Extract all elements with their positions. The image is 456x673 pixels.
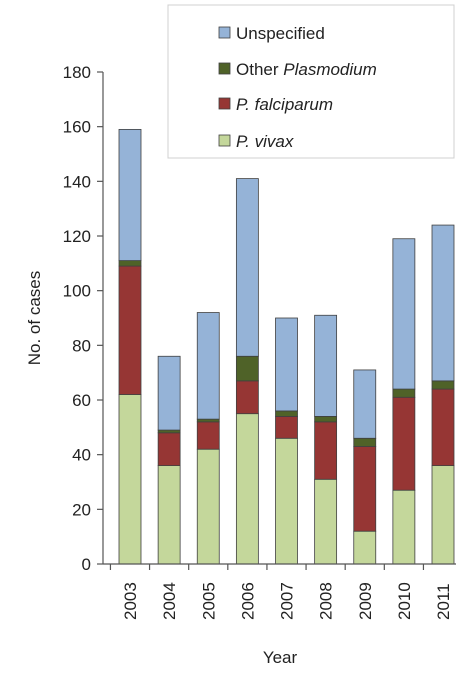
bar-segment	[431, 465, 455, 565]
y-ticks-group: 0 20 40 60 80 100 120 140 160 180	[63, 63, 103, 574]
bar-segment	[275, 410, 298, 417]
bar-segment	[353, 437, 377, 447]
x-tick-label: 2011	[434, 583, 453, 620]
bar-segment	[353, 446, 377, 532]
legend-label: P. falciparum	[236, 95, 333, 114]
legend-swatch	[218, 134, 231, 147]
axes-group	[102, 72, 456, 565]
bar-segment	[431, 224, 455, 382]
bar-segment	[275, 317, 298, 412]
y-tick-label: 160	[63, 118, 91, 137]
bar-segment	[431, 380, 455, 390]
bar-segment	[157, 429, 181, 434]
bar-segment	[314, 415, 338, 423]
bar-segment	[235, 413, 259, 565]
y-tick-label: 40	[72, 446, 91, 465]
bar-segment	[157, 355, 181, 431]
bar-segment	[392, 388, 416, 398]
y-axis-label: No. of cases	[25, 271, 44, 366]
x-axis-label: Year	[263, 648, 298, 667]
legend: Unspecified Other Plasmodium P. falciparum…	[167, 4, 455, 159]
bar-segment	[196, 418, 220, 423]
bar-segment	[353, 369, 377, 439]
legend-swatch	[218, 26, 231, 39]
bar-segment	[392, 489, 416, 565]
bar-segment	[157, 432, 181, 466]
bar-segment	[314, 314, 338, 417]
bar-segment	[235, 178, 259, 357]
x-tick-label: 2008	[317, 582, 336, 620]
x-tick-label: 2004	[160, 582, 179, 620]
bar-segment	[118, 265, 142, 395]
bar-segment	[275, 415, 298, 439]
bar-segment	[235, 355, 259, 382]
legend-swatch	[218, 97, 231, 110]
bar-segment	[157, 465, 181, 565]
legend-swatch	[218, 62, 231, 75]
y-tick-label: 180	[63, 63, 91, 82]
x-tick-label: 2006	[238, 582, 257, 620]
bar-segment	[392, 396, 416, 491]
x-tick-label: 2009	[356, 582, 375, 620]
y-tick-label: 20	[72, 500, 91, 519]
bars-group	[118, 128, 455, 565]
bar-segment	[275, 437, 298, 565]
bar-segment	[314, 421, 338, 480]
bar-segment	[314, 478, 338, 565]
bar-segment	[196, 448, 220, 565]
bar-segment	[118, 260, 142, 267]
bar-segment	[196, 312, 220, 420]
y-tick-label: 100	[63, 282, 91, 301]
y-tick-label: 0	[82, 555, 91, 574]
x-tick-label: 2003	[121, 582, 140, 620]
legend-label: P. vivax	[236, 132, 294, 151]
legend-label: Unspecified	[236, 24, 325, 43]
bar-segment	[196, 421, 220, 450]
bar-segment	[118, 128, 142, 261]
bar-segment	[392, 238, 416, 390]
y-tick-label: 120	[63, 227, 91, 246]
x-tick-label: 2007	[278, 582, 297, 620]
bar-segment	[353, 530, 377, 565]
y-tick-label: 60	[72, 391, 91, 410]
x-tick-label: 2005	[199, 582, 218, 620]
bar-segment	[235, 380, 259, 415]
x-ticks-group: 2003 2004 2005 2006 2007 2008 2009 2010 2011	[109, 564, 453, 620]
legend-label: Other Plasmodium	[236, 60, 377, 79]
y-tick-label: 80	[72, 336, 91, 355]
bar-segment	[118, 394, 142, 565]
y-tick-label: 140	[63, 172, 91, 191]
legend-box	[167, 4, 455, 159]
bar-segment	[431, 388, 455, 467]
x-tick-label: 2010	[395, 582, 414, 620]
